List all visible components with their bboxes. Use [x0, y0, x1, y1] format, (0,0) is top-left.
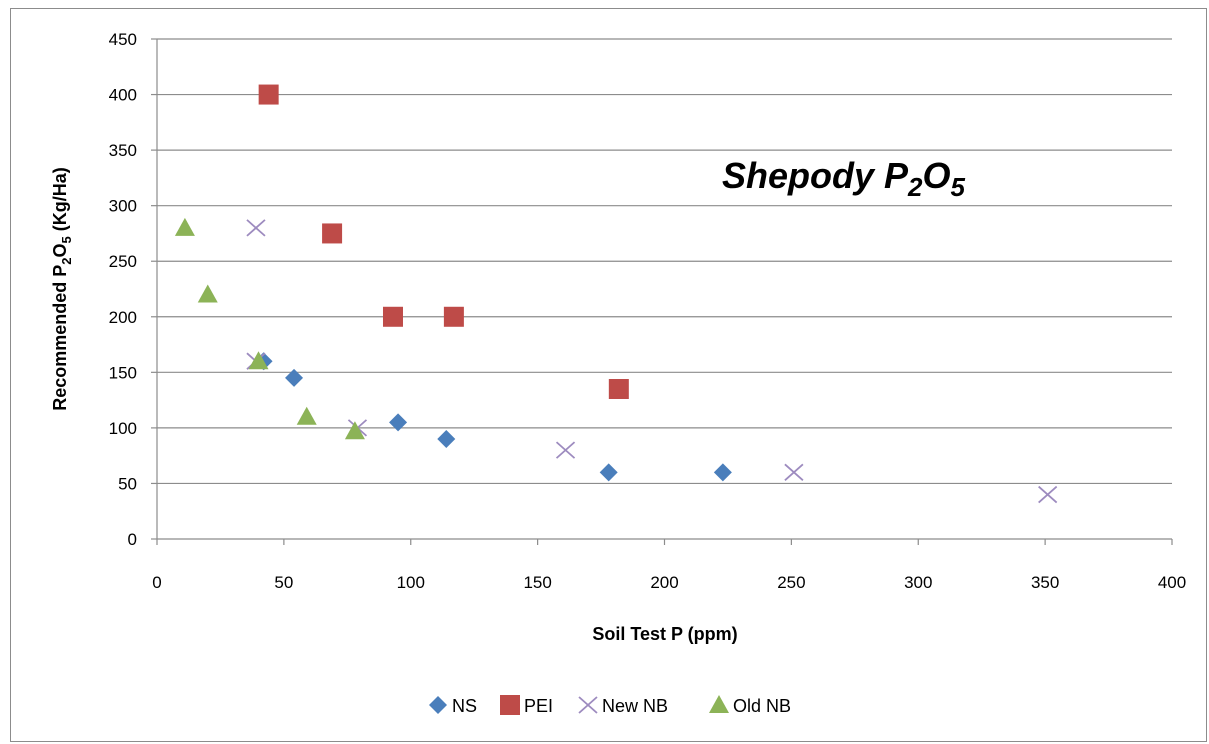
- y-tick-label: 250: [109, 252, 137, 271]
- tick-labels: 0 50 100 150 200 250 300 350 400 450 0 50 100 150 200 2…: [109, 30, 1187, 592]
- x-tick-label: 350: [1031, 573, 1059, 592]
- x-tick-label: 150: [523, 573, 551, 592]
- y-tick-label: 50: [118, 474, 137, 493]
- x-tick-label: 100: [397, 573, 425, 592]
- y-axis-title-part: O: [50, 243, 70, 257]
- chart-title: Shepody P2O5: [722, 155, 966, 202]
- series-old-nb: [174, 217, 365, 440]
- data-point: [555, 441, 576, 459]
- legend-item: New NB: [578, 696, 668, 716]
- y-tick-label: 350: [109, 141, 137, 160]
- chart-area: [10, 8, 1207, 742]
- data-point: [599, 463, 618, 482]
- series-pei: [258, 84, 629, 399]
- x-tick-label: 250: [777, 573, 805, 592]
- legend-item: PEI: [500, 695, 553, 716]
- x-stroke: [555, 441, 576, 459]
- series-ns: [254, 352, 732, 482]
- data-point: [608, 379, 629, 399]
- legend-label: PEI: [524, 696, 553, 716]
- y-tick-label: 400: [109, 86, 137, 105]
- data-point: [246, 219, 266, 237]
- data-point: [258, 84, 279, 105]
- x-tick-label: 400: [1158, 573, 1186, 592]
- x-tick-label: 300: [904, 573, 932, 592]
- y-tick-label: 100: [109, 419, 137, 438]
- legend-marker: [429, 696, 447, 714]
- y-tick-label: 0: [128, 530, 137, 549]
- axes: [151, 38, 1173, 545]
- x-stroke: [578, 696, 598, 714]
- data-point: [713, 463, 732, 482]
- y-axis-title: Recommended P2O5 (Kg/Ha): [50, 167, 74, 411]
- chart-title-part: Shepody P: [722, 155, 909, 196]
- data-point: [443, 306, 464, 327]
- data-marks: [174, 84, 1058, 504]
- chart-title-part: O: [923, 155, 951, 196]
- gridlines: [157, 38, 1172, 485]
- y-tick-label: 200: [109, 308, 137, 327]
- x-tick-label: 0: [152, 573, 161, 592]
- data-point: [248, 351, 269, 370]
- legend-marker: [578, 696, 598, 714]
- legend-label: NS: [452, 696, 477, 716]
- y-axis-title-part: 5: [59, 236, 74, 243]
- data-point: [285, 368, 304, 387]
- data-point: [197, 284, 218, 303]
- data-point: [344, 421, 365, 440]
- chart-title-part: 2: [907, 172, 923, 202]
- x-stroke: [246, 219, 266, 237]
- legend-marker: [500, 695, 520, 715]
- data-point: [389, 413, 408, 432]
- data-point: [174, 217, 195, 236]
- chart-title-part: 5: [951, 172, 966, 202]
- data-point: [1038, 485, 1058, 504]
- legend: NS PEI New NB Old NB: [429, 695, 791, 716]
- y-axis-title-part: 2: [59, 257, 74, 264]
- data-point: [382, 306, 403, 327]
- x-stroke: [1038, 485, 1058, 504]
- legend-label: Old NB: [733, 696, 791, 716]
- legend-marker: [709, 695, 729, 713]
- y-tick-label: 300: [109, 197, 137, 216]
- legend-item: Old NB: [709, 695, 791, 716]
- data-point: [296, 406, 317, 425]
- y-axis-title-part: (Kg/Ha): [50, 167, 70, 236]
- data-point: [322, 223, 343, 244]
- y-axis-title-part: Recommended P: [50, 265, 70, 411]
- y-tick-label: 150: [109, 363, 137, 382]
- x-axis-title: Soil Test P (ppm): [592, 624, 737, 644]
- data-point: [437, 430, 456, 448]
- x-tick-label: 200: [650, 573, 678, 592]
- data-point: [784, 463, 804, 482]
- series-new-nb: [246, 219, 1058, 504]
- legend-item: NS: [429, 696, 477, 716]
- y-tick-label: 450: [109, 30, 137, 49]
- x-stroke: [784, 463, 804, 482]
- x-tick-label: 50: [274, 573, 293, 592]
- legend-label: New NB: [602, 696, 668, 716]
